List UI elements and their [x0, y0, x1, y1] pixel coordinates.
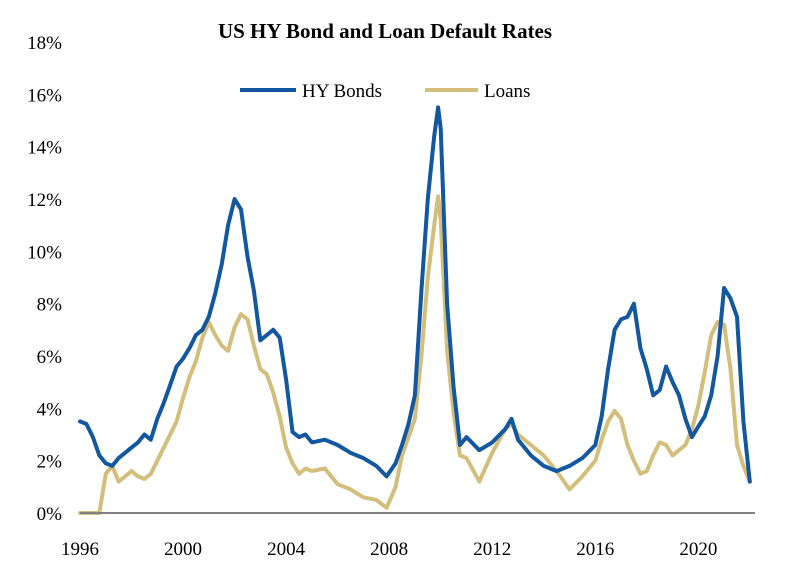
x-axis: 1996 2000 2004 2008 2012 2016 2020: [61, 539, 717, 560]
y-tick-label: 0%: [37, 504, 63, 525]
y-tick-label: 18%: [27, 33, 62, 54]
y-tick-label: 6%: [37, 347, 63, 368]
plot-area: [78, 105, 752, 515]
x-tick-label: 1996: [61, 539, 99, 560]
series-line-hy-bonds: [78, 105, 752, 484]
series-line-loans: [78, 194, 752, 515]
y-tick-label: 4%: [37, 399, 63, 420]
legend-label-loans: Loans: [484, 81, 530, 102]
y-tick-label: 12%: [27, 190, 62, 211]
chart-title: US HY Bond and Loan Default Rates: [218, 19, 552, 43]
y-axis: 0% 2% 4% 6% 8% 10% 12% 14% 16% 18%: [27, 33, 62, 525]
x-tick-label: 2000: [164, 539, 202, 560]
legend-label-hy-bonds: HY Bonds: [302, 81, 382, 102]
x-tick-label: 2004: [267, 539, 306, 560]
y-tick-label: 10%: [27, 242, 62, 263]
x-tick-label: 2016: [576, 539, 614, 560]
x-tick-label: 2008: [370, 539, 408, 560]
x-tick-label: 2012: [473, 539, 511, 560]
y-tick-label: 2%: [37, 452, 63, 473]
x-tick-label: 2020: [679, 539, 717, 560]
legend: HY Bonds Loans: [240, 81, 530, 102]
y-tick-label: 14%: [27, 138, 62, 159]
y-tick-label: 8%: [37, 295, 63, 316]
y-tick-label: 16%: [27, 85, 62, 106]
